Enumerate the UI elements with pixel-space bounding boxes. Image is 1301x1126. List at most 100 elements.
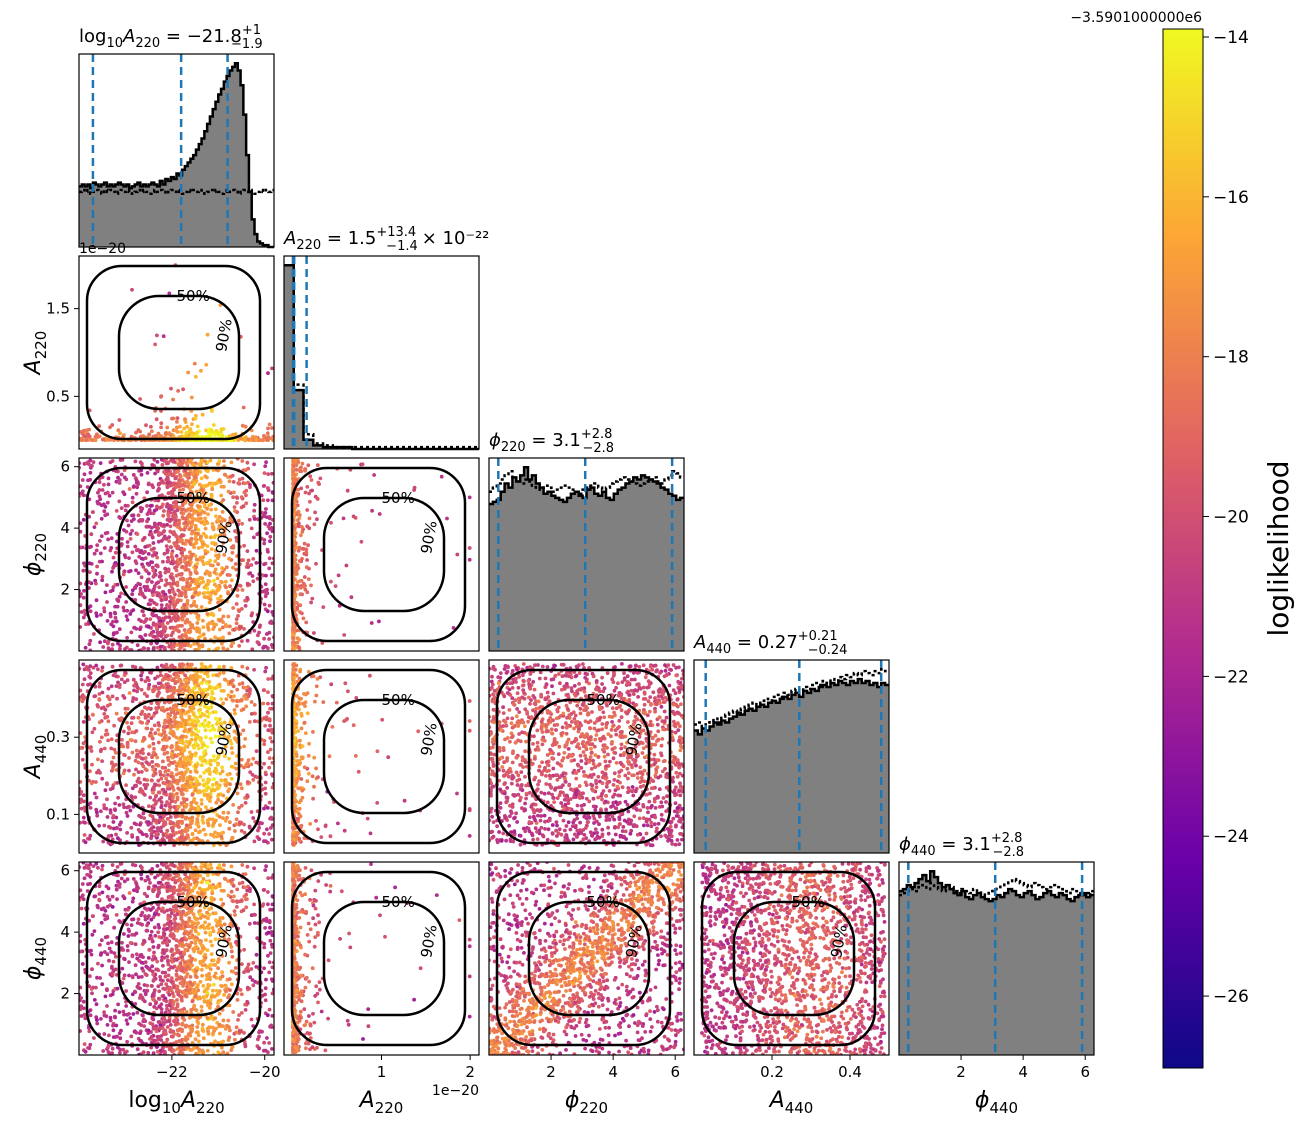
sample-point: [143, 568, 148, 572]
sample-point: [117, 685, 122, 690]
sample-point: [162, 752, 167, 756]
sample-point: [161, 480, 166, 485]
sample-point: [227, 556, 232, 561]
sample-point: [198, 829, 203, 834]
sample-point: [217, 682, 222, 687]
sample-point: [110, 647, 114, 651]
sample-point: [161, 759, 165, 764]
sample-point: [129, 519, 134, 523]
sample-point: [263, 791, 268, 796]
sample-point: [194, 581, 199, 586]
sample-point: [149, 525, 154, 530]
sample-point: [91, 438, 95, 443]
sample-point: [151, 511, 156, 516]
sample-point: [298, 469, 302, 474]
sample-point: [147, 744, 152, 749]
sample-point: [176, 752, 181, 757]
panel-frame: [283, 457, 480, 652]
sample-point: [155, 630, 160, 635]
sample-point: [203, 728, 208, 733]
sample-point: [97, 424, 101, 429]
sample-point: [122, 528, 126, 532]
sample-point: [99, 516, 104, 521]
sample-point: [180, 617, 185, 622]
sample-point: [341, 516, 346, 521]
sample-point: [175, 470, 180, 474]
sample-point: [130, 513, 134, 518]
sample-point: [245, 561, 250, 566]
sample-point: [97, 692, 102, 696]
sample-point: [173, 512, 178, 517]
sample-point: [149, 429, 154, 434]
sample-point: [210, 481, 215, 486]
sample-point: [168, 726, 173, 730]
sample-point: [221, 793, 226, 798]
sample-point: [181, 387, 186, 392]
sample-point: [237, 699, 242, 703]
sample-point: [182, 559, 187, 564]
sample-point: [266, 701, 270, 706]
sample-point: [157, 783, 162, 788]
sample-point: [264, 460, 268, 465]
sample-point: [183, 590, 188, 594]
sample-point: [183, 816, 188, 821]
sample-point: [271, 674, 274, 679]
sample-point: [227, 479, 232, 484]
histogram-bars: [899, 871, 1094, 1055]
sample-point: [100, 665, 105, 670]
sample-point: [165, 724, 170, 729]
sample-point: [214, 818, 218, 823]
sample-point: [99, 534, 104, 539]
sample-point: [79, 688, 83, 693]
sample-point: [312, 755, 317, 760]
prior-histogram-dotted: [489, 470, 684, 495]
sample-point: [131, 608, 136, 612]
sample-point: [228, 782, 232, 787]
sample-point: [180, 623, 184, 628]
sample-point: [118, 431, 122, 435]
sample-point: [329, 579, 333, 584]
sample-point: [217, 618, 222, 623]
sample-point: [153, 471, 158, 476]
sample-point: [161, 725, 166, 729]
sample-point: [214, 781, 219, 785]
sample-point: [177, 641, 182, 646]
sample-point: [194, 565, 199, 569]
sample-point: [232, 490, 236, 495]
sample-point: [122, 680, 127, 684]
sample-point: [218, 598, 223, 603]
sample-point: [180, 503, 185, 508]
sample-point: [185, 767, 190, 771]
sample-point: [170, 695, 175, 699]
sample-point: [151, 767, 156, 772]
sample-point: [186, 484, 190, 489]
sample-point: [227, 631, 232, 636]
sample-point: [209, 433, 214, 438]
sample-point: [467, 557, 472, 562]
sample-point: [221, 701, 226, 706]
sample-point: [151, 622, 156, 627]
sample-point: [238, 625, 243, 630]
sample-point: [168, 815, 173, 819]
sample-point: [233, 432, 238, 436]
sample-point: [145, 721, 149, 726]
sample-point: [157, 622, 162, 626]
sample-point: [241, 405, 246, 410]
sample-point: [194, 801, 199, 806]
sample-point: [174, 831, 179, 835]
sample-point: [266, 710, 270, 715]
sample-point: [139, 677, 144, 682]
sample-point: [153, 801, 158, 806]
sample-point: [140, 506, 145, 511]
sample-point: [147, 588, 152, 593]
sample-point: [196, 517, 201, 521]
sample-point: [292, 577, 297, 582]
sample-point: [142, 691, 147, 696]
sample-point: [185, 471, 189, 476]
sample-point: [178, 740, 182, 745]
sample-point: [151, 485, 156, 490]
sample-point: [159, 578, 164, 583]
sample-point: [308, 822, 313, 826]
sample-point: [183, 804, 188, 809]
sample-point: [198, 512, 203, 516]
